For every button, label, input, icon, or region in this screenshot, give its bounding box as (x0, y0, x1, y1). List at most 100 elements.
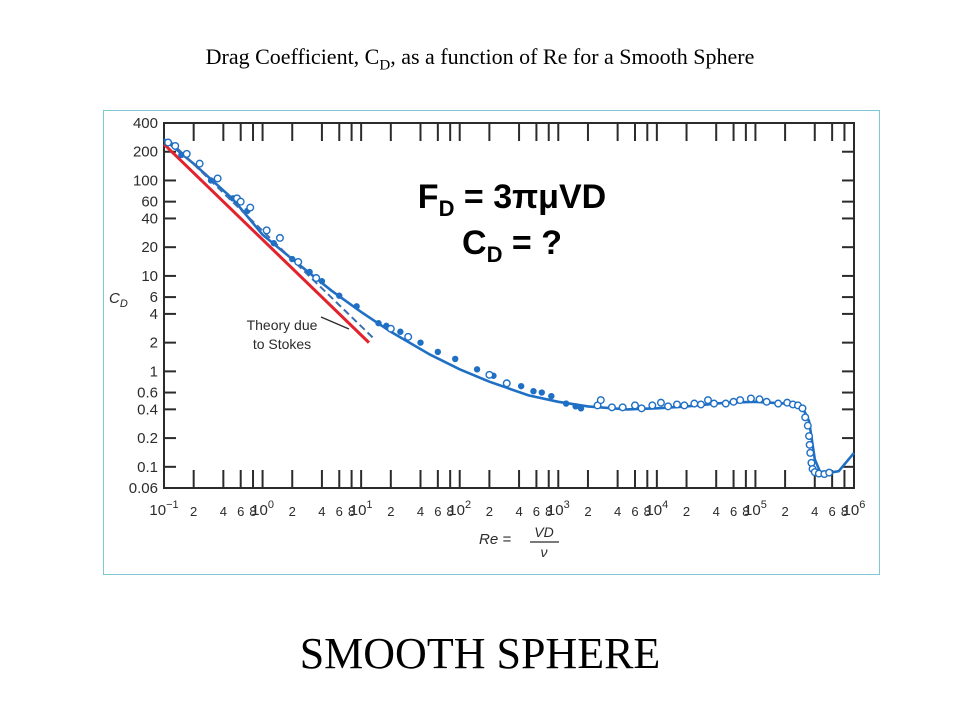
data-point-filled (353, 303, 360, 310)
y-tick-label: 100 (133, 172, 158, 189)
data-point-open (596, 396, 605, 405)
x-minor-label: 8 (742, 504, 749, 519)
y-tick-label: 400 (133, 115, 158, 132)
y-tick-label: 10 (141, 268, 158, 285)
x-decade-label: 101 (350, 499, 373, 519)
x-decade-label: 103 (547, 499, 570, 519)
data-point-filled (289, 255, 296, 263)
data-point-open (774, 399, 783, 408)
data-point-open (798, 404, 807, 413)
data-point-open (664, 402, 673, 411)
annotation-leader (320, 316, 350, 330)
data-point-open (825, 468, 834, 477)
data-point-open (755, 395, 764, 404)
x-minor-label: 4 (614, 504, 621, 519)
plot-area (163, 122, 855, 489)
y-tick-label: 200 (133, 144, 158, 161)
stokes-theory-line (162, 143, 370, 344)
title-subscript: D (379, 57, 391, 74)
data-point-open (680, 401, 689, 410)
x-axis-label-denominator: ν (541, 544, 548, 560)
x-minor-label: 2 (683, 504, 690, 519)
data-point-open (805, 440, 814, 449)
x-minor-label: 6 (829, 504, 836, 519)
annotation-line-1: Theory due (247, 317, 318, 333)
slide-title: Drag Coefficient, CD, as a function of R… (205, 44, 755, 74)
data-point-filled (270, 240, 278, 247)
figure-frame: 400 200 100 60 40 20 10 6 4 2 1 0.6 0.4 0.2 0.1 0.06 10−… (103, 110, 880, 575)
data-point-open (805, 432, 814, 441)
data-point-open (803, 421, 812, 430)
data-point-open (729, 397, 738, 406)
annotation-line-2: to Stokes (253, 336, 311, 352)
x-minor-label: 8 (447, 504, 454, 519)
data-point-filled (452, 355, 459, 363)
footer-label: SMOOTH SPHERE (299, 629, 661, 678)
data-point-open (656, 398, 665, 407)
data-point-open (721, 399, 730, 408)
data-point-open (404, 332, 413, 341)
data-point-filled (530, 387, 537, 395)
x-minor-label: 8 (348, 504, 355, 519)
y-tick-label: 20 (141, 239, 158, 256)
x-minor-label: 8 (841, 504, 848, 519)
y-tick-label: 0.4 (137, 401, 158, 418)
x-minor-label: 2 (387, 504, 394, 519)
data-point-open (312, 274, 321, 283)
data-point-filled (336, 292, 343, 299)
x-minor-label: 2 (781, 504, 788, 519)
x-minor-label: 4 (515, 504, 522, 519)
data-point-open (171, 141, 180, 150)
y-tick-label: 0.6 (137, 385, 158, 402)
data-point-filled (207, 177, 215, 184)
data-point-open (182, 149, 191, 158)
y-tick-label: 40 (141, 210, 158, 227)
x-decade-label: 105 (744, 499, 767, 519)
data-point-open (485, 370, 494, 379)
data-point-filled (306, 268, 313, 276)
x-minor-label: 8 (249, 504, 256, 519)
data-point-open (762, 397, 771, 406)
data-point-open (246, 203, 255, 212)
data-point-filled (577, 405, 585, 412)
data-point-open (696, 400, 705, 409)
x-minor-label: 4 (220, 504, 227, 519)
data-point-open (607, 403, 616, 412)
y-tick-label: 1 (150, 363, 158, 380)
y-tick-label: 0.1 (137, 459, 158, 476)
x-decade-label: 102 (448, 499, 471, 519)
data-point-filled (473, 366, 481, 373)
x-minor-label: 6 (434, 504, 441, 519)
equation-drag-force: FD = 3πμVD (418, 178, 606, 221)
x-minor-label: 2 (190, 504, 197, 519)
x-axis-label-lhs: Re = (479, 531, 511, 548)
data-point-open (806, 448, 815, 457)
data-point-open (710, 399, 719, 408)
data-point-filled (572, 403, 579, 410)
y-axis-label: CD (109, 290, 128, 310)
data-point-filled (517, 382, 525, 390)
x-minor-label: 2 (289, 504, 296, 519)
data-point-open (690, 399, 699, 408)
x-minor-label: 6 (631, 504, 638, 519)
y-tick-label: 0.06 (129, 480, 158, 497)
x-minor-label: 2 (584, 504, 591, 519)
x-minor-label: 4 (417, 504, 424, 519)
drag-coefficient-chart: 4002001006040201064210.60.40.20.10.0610−… (109, 115, 866, 560)
x-minor-label: 4 (713, 504, 720, 519)
data-point-open (648, 401, 657, 410)
x-minor-label: 6 (730, 504, 737, 519)
x-decade-label: 104 (645, 499, 668, 519)
x-decade-label: 100 (251, 499, 274, 519)
data-point-open (630, 401, 639, 410)
x-minor-label: 2 (486, 504, 493, 519)
x-decade-label: 106 (843, 499, 866, 519)
data-point-open (637, 404, 646, 413)
data-point-filled (548, 392, 555, 400)
data-point-open (746, 394, 755, 403)
data-point-open (213, 174, 222, 183)
stokes-dashed-line (169, 140, 376, 341)
equation-drag-coefficient: CD = ? (462, 224, 562, 267)
data-point-filled (397, 328, 404, 335)
data-point-filled (375, 319, 382, 327)
